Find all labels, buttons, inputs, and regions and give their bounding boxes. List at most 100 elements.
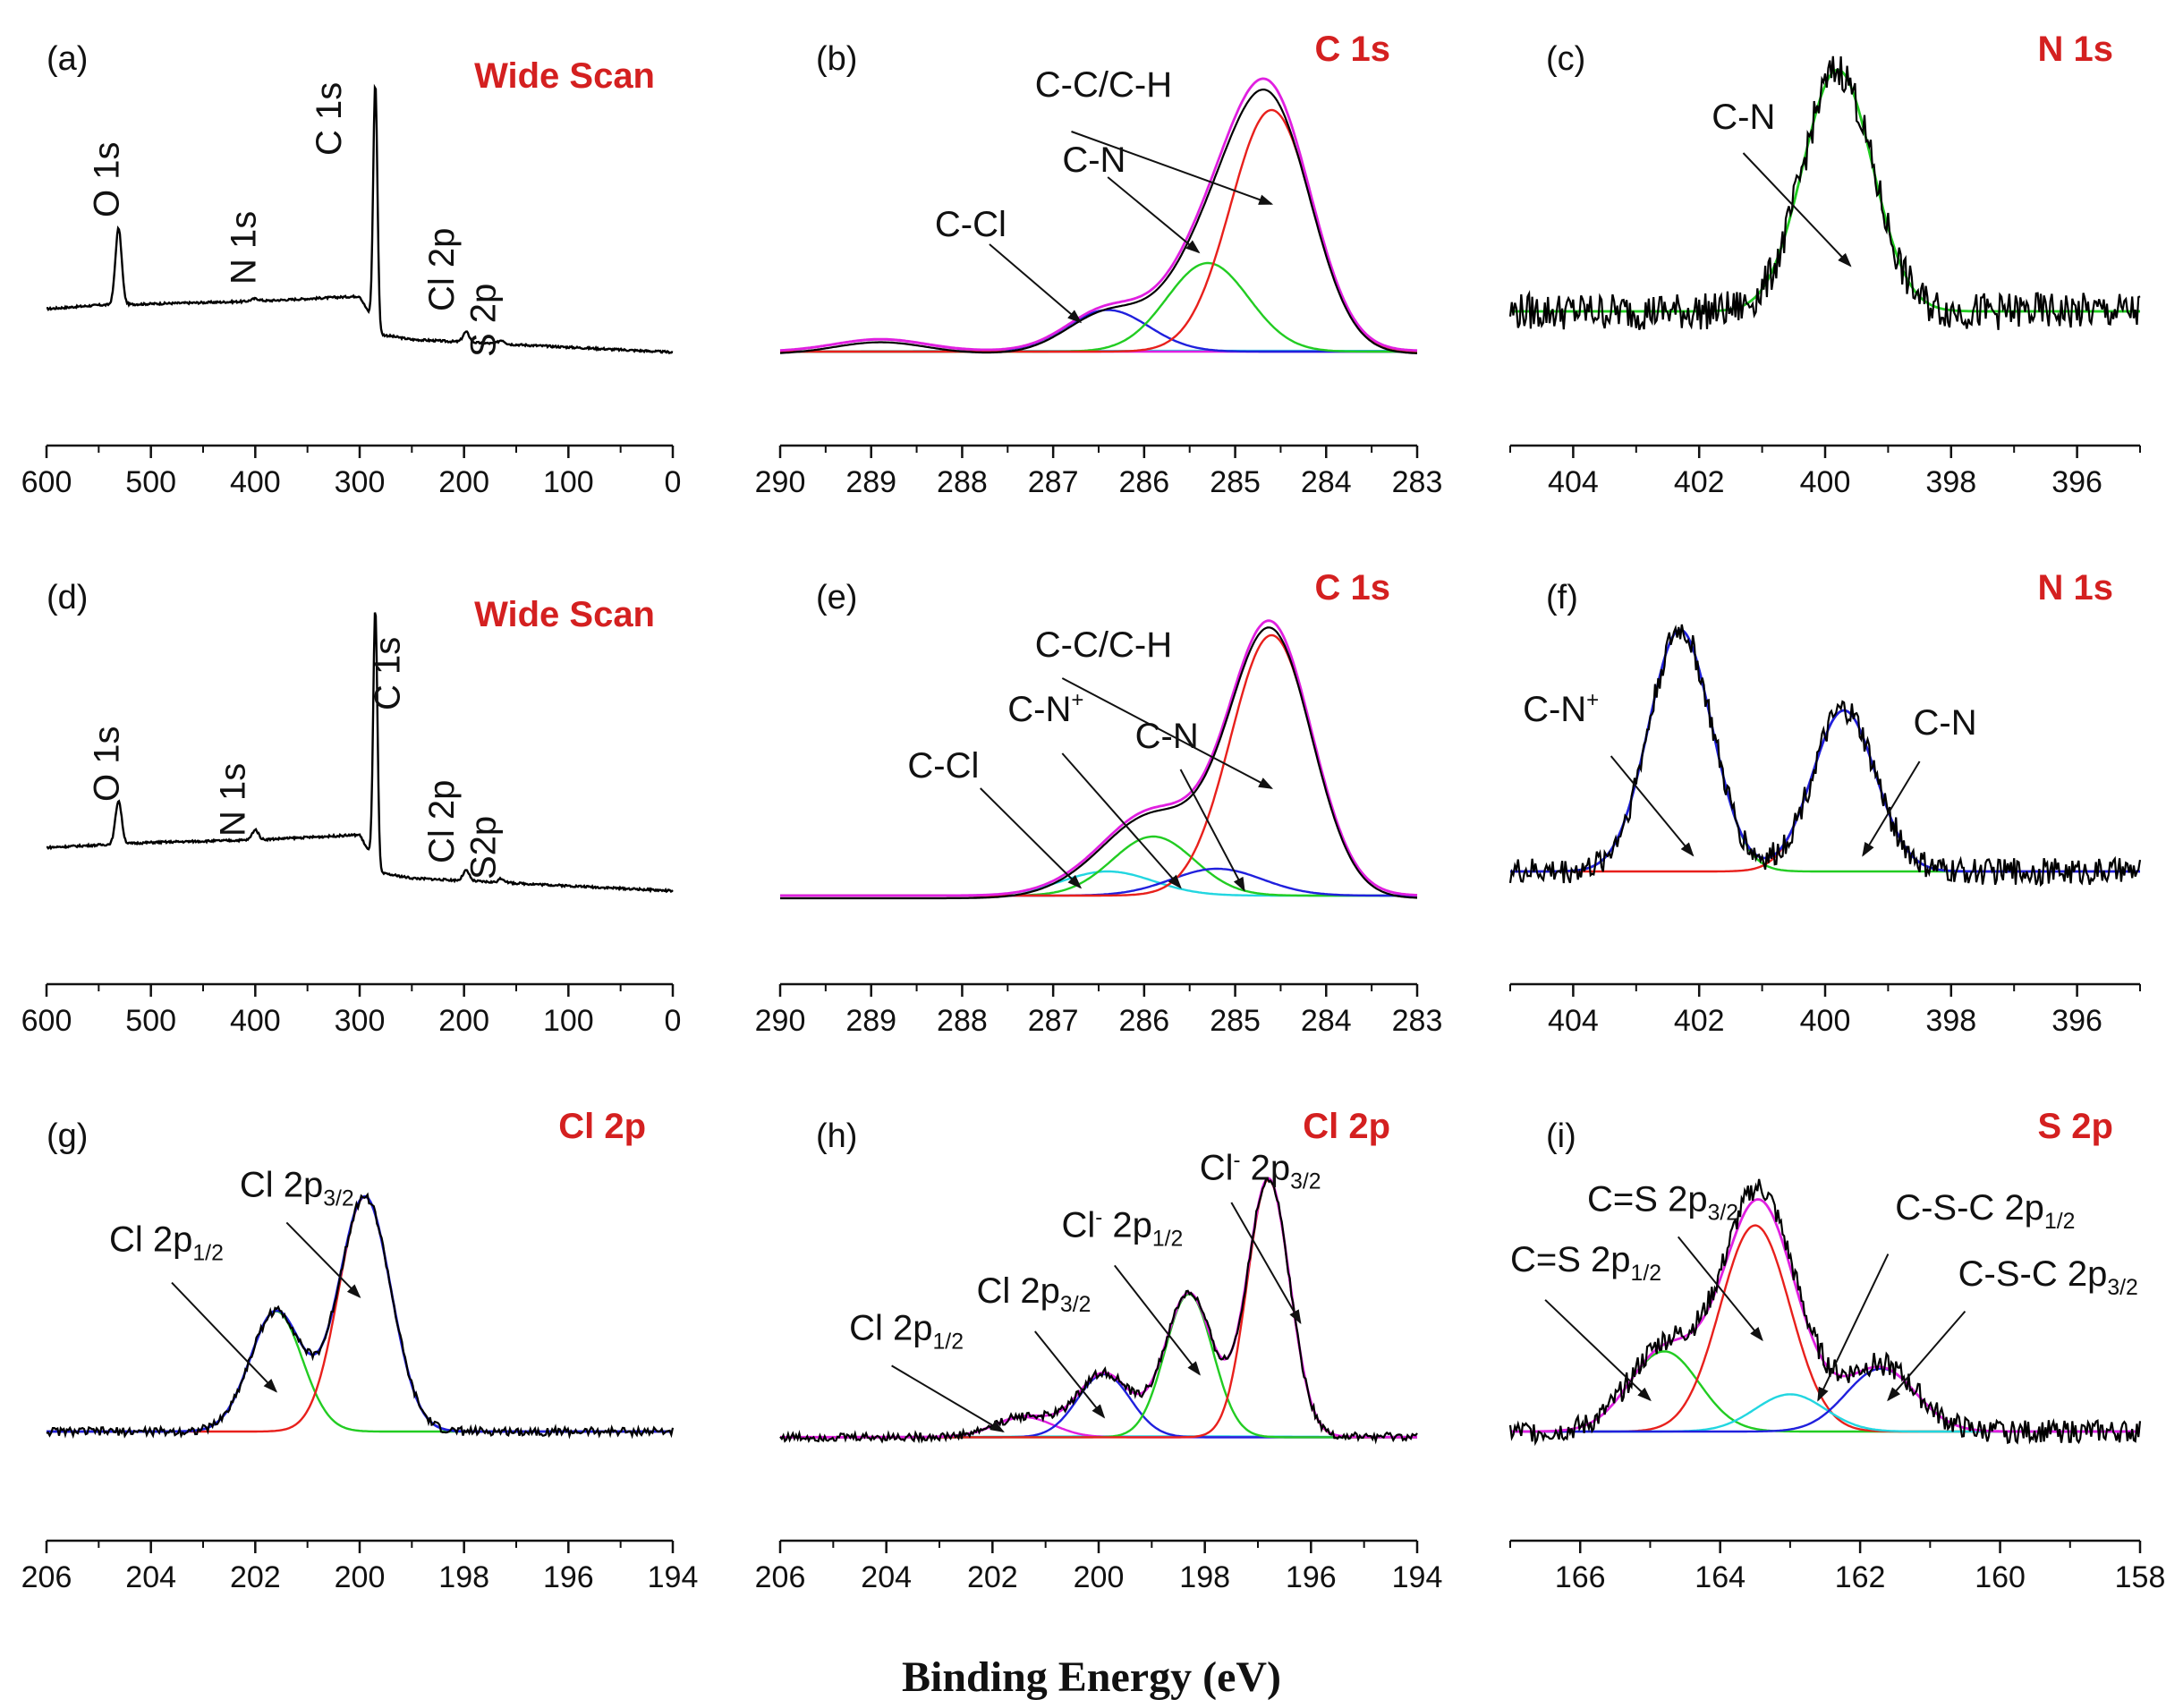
fit-envelope [1510,68,2140,313]
peak-label: N 1s [214,763,253,837]
panel-title: Cl 2p [1303,1107,1390,1146]
panel-a: 600 500 400 300 200 100 0 (a) Wide Scan O 1s N 1s C… [21,40,682,499]
x-tick-label: 0 [665,465,682,499]
panel-letter: (b) [816,40,857,78]
annotation-arrow [1610,755,1695,857]
annotation-arrow [1061,677,1274,789]
peak-annotation: Cl 2p3/2 [240,1166,354,1211]
peak-label: O 1s [88,727,127,802]
x-tick-label: 202 [967,1560,1018,1594]
panel-letter: (g) [47,1117,88,1155]
x-tick-label: 600 [21,1004,72,1038]
x-tick-label: 288 [937,465,988,499]
peak-label: S2p [464,816,504,879]
annotation-arrow [891,1364,1005,1433]
x-tick-label: 202 [230,1560,281,1594]
annotation-arrow [1107,176,1201,254]
panel-g: 206 204 202 200 198 196 194 (g) Cl 2p Cl 2p3/2 Cl … [21,1107,699,1594]
x-tick-label: 204 [861,1560,912,1594]
experimental-line [779,1177,1418,1445]
peak-label: N 1s [224,211,263,285]
peak-annotation: Cl 2p1/2 [849,1309,964,1355]
peak-annotation: C=S 2p3/2 [1587,1180,1738,1226]
x-tick-label: 402 [1674,465,1725,499]
peak-label: Cl 2p [422,780,462,863]
annotation-arrow [989,243,1083,324]
peak-annotation: C-Cl [907,746,979,786]
x-tick-label: 206 [21,1560,72,1594]
panel-title: C 1s [1315,568,1391,608]
x-tick-label: 285 [1210,465,1261,499]
panel-b: 290 289 288 287 286 285 284 283 (b) C 1s C-C/C-H C-… [755,30,1443,499]
panel-i: 166 164 162 160 158 (i) S 2p C=S 2p3/2 C=S 2p1/2… [1508,1107,2166,1594]
panel-e: 290 289 288 287 286 285 284 283 (e) C 1s C-C/C-H C-… [755,568,1443,1038]
x-tick-label: 398 [1925,1004,1976,1038]
component-green [1510,628,2140,873]
peak-annotation: C-N [1135,717,1199,756]
figure-xlabel: Binding Energy (eV) [902,1653,1281,1701]
peak-annotation: C-S-C 2p3/2 [1958,1254,2138,1300]
x-tick-label: 300 [335,1004,386,1038]
experimental-line [1508,624,2142,888]
panel-d: 600 500 400 300 200 100 0 (d) Wide Scan O 1s N 1s C… [21,579,682,1038]
annotation-arrow [1862,761,1921,857]
peak-annotation: C-Cl [935,205,1007,244]
x-tick-label: 158 [2115,1560,2166,1594]
x-tick-label: 283 [1392,1004,1443,1038]
peak-annotation: C-S-C 2p1/2 [1895,1188,2075,1234]
panel-title: Cl 2p [558,1107,646,1146]
panel-f: 404 402 400 398 396 (f) N 1s C-N+ C-N [1508,568,2142,1038]
panel-letter: (d) [47,579,88,616]
peak-label: Cl 2p [422,228,462,311]
x-tick-label: 600 [21,465,72,499]
x-tick-label: 284 [1301,465,1352,499]
component-green [1510,68,2140,313]
x-tick-label: 289 [845,465,896,499]
x-tick-label: 300 [335,465,386,499]
fit-envelope [1510,1198,2140,1433]
panel-letter: (h) [816,1117,857,1155]
peak-annotation: C-N+ [1523,688,1599,729]
x-tick-label: 196 [1286,1560,1337,1594]
x-tick-label: 500 [125,465,176,499]
x-tick-label: 286 [1118,465,1169,499]
x-tick-label: 198 [438,1560,489,1594]
x-tick-label: 100 [543,1004,594,1038]
peak-label: C 1s [310,82,349,156]
peak-annotation: C-N [1914,703,1977,743]
x-tick-label: 400 [230,465,281,499]
panel-title: C 1s [1315,30,1391,69]
panel-letter: (e) [816,579,857,616]
x-tick-label: 200 [1074,1560,1125,1594]
annotation-arrow [1061,752,1182,889]
peak-label: O 1s [88,142,127,217]
x-tick-label: 404 [1548,465,1599,499]
x-tick-label: 404 [1548,1004,1599,1038]
x-tick-label: 287 [1028,1004,1079,1038]
panel-title: Wide Scan [474,595,655,634]
annotation-arrow [1817,1253,1890,1402]
panel-c: 404 402 400 398 396 (c) N 1s C-N [1508,30,2141,499]
panel-title: N 1s [2038,30,2114,69]
x-tick-label: 160 [1975,1560,2026,1594]
experimental-line [779,89,1417,354]
experimental-line [1508,55,2141,330]
annotation-arrow [980,787,1083,889]
x-tick-label: 204 [125,1560,176,1594]
annotation-arrow [1114,1264,1201,1376]
fit-envelope [779,77,1418,353]
peak-annotation: C-N [1712,98,1775,137]
x-tick-label: 196 [543,1560,594,1594]
annotation-arrow [1677,1236,1763,1342]
annotation-arrow [285,1221,361,1299]
experimental-line [780,626,1418,900]
component-blue [1510,1367,2140,1433]
x-tick-label: 400 [1800,465,1851,499]
peak-annotation: C-N+ [1007,688,1083,729]
panel-letter: (f) [1546,579,1578,616]
peak-annotation: Cl 2p3/2 [977,1271,1092,1317]
fit-envelope [780,619,1418,897]
panel-letter: (a) [47,40,88,78]
